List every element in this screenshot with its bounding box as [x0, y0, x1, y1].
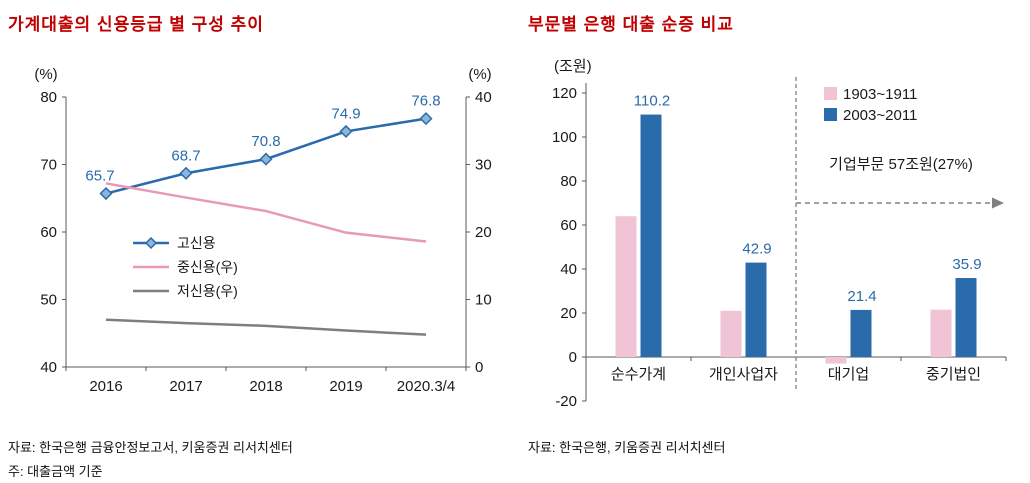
arrow-head	[992, 197, 1004, 209]
legend-swatch-flow-2019	[824, 87, 837, 100]
series-line-mid-credit	[105, 182, 427, 243]
legend-label-low-credit: 저신용(우)	[177, 283, 238, 299]
y-tick-label: 0	[569, 349, 577, 366]
y-tick-label: 120	[552, 85, 577, 102]
x-category-label: 중기법인	[926, 366, 981, 383]
x-category-label: 개인사업자	[709, 366, 778, 383]
x-category-label: 2020.3/4	[397, 378, 455, 395]
bar-flow-2019-2	[825, 357, 847, 364]
marker-high-credit-2	[259, 152, 273, 166]
series-line-low-credit	[105, 318, 427, 336]
legend-label-high-credit: 고신용	[177, 235, 216, 251]
y-tick-label: 100	[552, 129, 577, 146]
y-right-tick-label: 0	[475, 359, 483, 376]
marker-high-credit-3	[339, 124, 353, 138]
left-chart-source: 자료: 한국은행 금융안정보고서, 키움증권 리서치센터	[8, 440, 293, 455]
y-tick-label: 60	[560, 217, 577, 234]
bar-flow-2020-0	[640, 114, 662, 357]
marker-high-credit-4	[419, 112, 433, 126]
y-tick-label: 40	[560, 261, 577, 278]
bar-label-flow-2020-0: 110.2	[634, 93, 670, 110]
y-tick-label: -20	[555, 393, 577, 410]
y-left-tick-label: 70	[40, 157, 57, 174]
x-category-label: 2018	[249, 378, 282, 395]
bar-flow-2020-3	[955, 278, 977, 357]
y-tick-label: 20	[560, 305, 577, 322]
y-left-tick-label: 50	[40, 292, 57, 309]
y-right-tick-label: 30	[475, 157, 492, 174]
x-category-label: 2017	[169, 378, 202, 395]
bar-flow-2019-3	[930, 309, 952, 357]
x-category-label: 순수가계	[611, 366, 666, 383]
y-left-tick-label: 60	[40, 224, 57, 241]
data-label-high-credit-0: 65.7	[85, 168, 114, 185]
bar-flow-2019-1	[720, 310, 742, 357]
right-chart-title: 부문별 은행 대출 순증 비교	[528, 15, 734, 34]
y-right-tick-label: 10	[475, 292, 492, 309]
y-left-tick-label: 40	[40, 359, 57, 376]
y-left-unit-label: (%)	[34, 66, 57, 83]
corporate-sector-annotation: 기업부문 57조원(27%)	[829, 156, 973, 173]
legend-marker-high-credit	[144, 236, 158, 250]
legend-label-flow-2019: 1903~1911	[843, 86, 917, 103]
right-chart-source: 자료: 한국은행, 키움증권 리서치센터	[528, 440, 726, 455]
left-chart-note: 주: 대출금액 기준	[8, 464, 103, 480]
bar-label-flow-2020-2: 21.4	[847, 288, 876, 305]
bar-label-flow-2020-3: 35.9	[952, 256, 981, 273]
x-category-label: 2016	[89, 378, 122, 395]
credit-grade-line-chart: (%) (%) 40 50 60 70 80 0 10 20 30 40 2016 2017 2018 201…	[34, 66, 492, 395]
bank-loan-bar-chart-panel: 부문별 은행 대출 순증 비교 -20 0 20 40 60 80 100 120 (조원) 11…	[528, 6, 1024, 459]
data-label-high-credit-2: 70.8	[251, 133, 280, 150]
loan-net-increase-bar-chart: -20 0 20 40 60 80 100 120 (조원) 110.2 42.9 21.4 35.9 순…	[552, 58, 1007, 410]
data-label-high-credit-1: 68.7	[171, 147, 200, 164]
y-right-tick-label: 20	[475, 224, 492, 241]
legend-label-flow-2020: 2003~2011	[843, 107, 917, 124]
x-category-label: 2019	[329, 378, 362, 395]
y-unit-label: (조원)	[554, 58, 592, 75]
x-category-label: 대기업	[828, 366, 869, 383]
y-tick-label: 80	[560, 173, 577, 190]
y-left-tick-label: 80	[40, 89, 57, 106]
bar-flow-2020-1	[745, 262, 767, 357]
marker-high-credit-0	[99, 186, 113, 201]
legend-swatch-flow-2020	[824, 108, 837, 121]
bar-flow-2020-2	[850, 309, 872, 357]
bar-flow-2019-0	[615, 216, 637, 357]
left-chart-title: 가계대출의 신용등급 별 구성 추이	[8, 15, 264, 34]
y-right-unit-label: (%)	[468, 66, 491, 83]
data-label-high-credit-3: 74.9	[331, 105, 360, 122]
legend-label-mid-credit: 중신용(우)	[177, 259, 238, 275]
data-label-high-credit-4: 76.8	[411, 93, 440, 110]
household-credit-chart-panel: 가계대출의 신용등급 별 구성 추이 (%) (%) 40 50 60 70 80 0 10 20…	[8, 6, 513, 483]
marker-high-credit-1	[179, 166, 193, 180]
y-right-tick-label: 40	[475, 89, 492, 106]
bar-label-flow-2020-1: 42.9	[742, 241, 771, 258]
